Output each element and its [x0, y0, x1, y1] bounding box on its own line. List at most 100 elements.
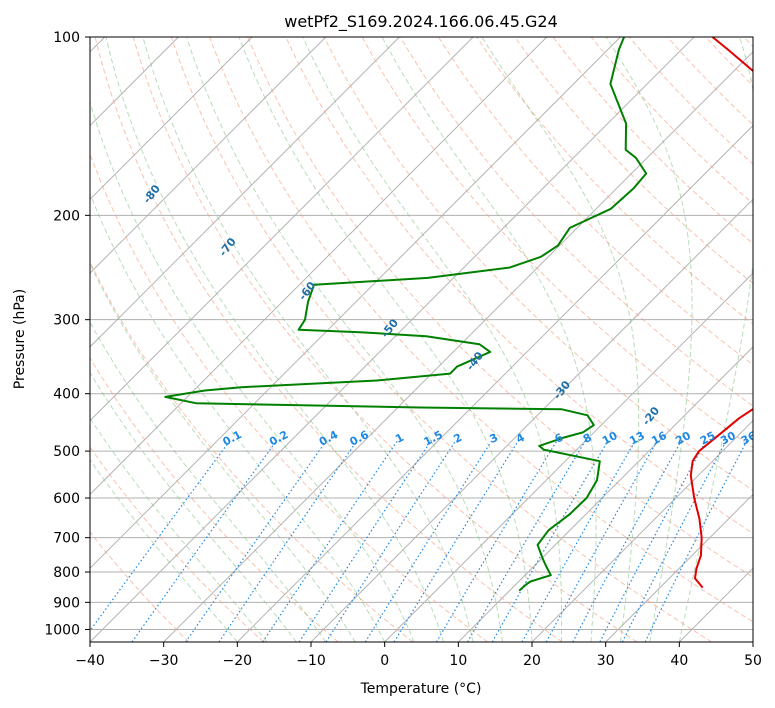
- isotherm-line: [531, 419, 753, 642]
- moist-adiabats: [90, 37, 753, 642]
- dry-adiabats: [90, 37, 753, 642]
- y-axis-ticks: 100 200 300 400 500 600 700 800 900 1000: [44, 30, 90, 638]
- moist-adiabat-line: [90, 262, 356, 642]
- x-tick-label: 20: [523, 653, 541, 669]
- dry-adiabat-line: [590, 37, 753, 205]
- y-tick-label: 600: [53, 491, 80, 507]
- skewed-isotherms: [90, 37, 753, 642]
- isotherm-line: [457, 346, 753, 642]
- y-tick-label: 700: [53, 531, 80, 547]
- y-tick-label: 800: [53, 565, 80, 581]
- mixing-ratio-line: [262, 439, 399, 642]
- moist-adiabat-line: [90, 192, 386, 642]
- isotherm-line: [605, 493, 753, 642]
- mixing-ratio-label: 36: [739, 429, 759, 448]
- mixing-ratio-line: [185, 439, 328, 642]
- x-axis-ticks: −40 −30 −20 −10 0 10 20 30 40 50: [75, 642, 762, 669]
- dry-adiabat-line: [285, 37, 753, 534]
- mixing-ratio-line: [599, 440, 707, 642]
- dry-adiabat-line: [399, 37, 753, 407]
- x-tick-label: 0: [380, 653, 389, 669]
- moist-adiabat-line: [186, 37, 503, 642]
- x-tick-label: 40: [670, 653, 688, 669]
- isotherm-line: [90, 37, 695, 642]
- dry-adiabat-line: [90, 531, 190, 642]
- dry-adiabat-line: [90, 356, 339, 642]
- dry-adiabat-line: [476, 37, 753, 325]
- y-tick-label: 1000: [44, 622, 80, 638]
- mixing-ratio-line: [393, 439, 520, 642]
- isotherm-line: [90, 37, 474, 422]
- isotherm-line: [90, 37, 548, 496]
- isotherm-line: [236, 124, 753, 642]
- isotherm-line: [90, 37, 621, 569]
- pressure-gridlines: [90, 37, 753, 630]
- mixing-ratio-label: 30: [718, 429, 738, 448]
- mixing-ratio-label: 13: [627, 429, 647, 448]
- profile-series: [164, 37, 753, 592]
- moist-adiabat-line: [90, 459, 238, 642]
- dry-adiabat-line: [209, 37, 753, 623]
- mixing-ratio-line: [466, 439, 587, 642]
- mixing-ratio-line: [521, 439, 637, 642]
- mixing-ratio-line: [131, 439, 278, 642]
- plot-frame: [89, 36, 754, 643]
- dry-adiabat-line: [132, 37, 638, 642]
- dry-adiabat-line: [247, 37, 753, 578]
- moist-adiabat-line: [238, 37, 533, 642]
- profile-line: [164, 37, 648, 592]
- moist-adiabat-line: [90, 417, 268, 642]
- y-tick-label: 200: [53, 208, 80, 224]
- x-tick-label: 10: [449, 653, 467, 669]
- dry-adiabat-line: [94, 37, 563, 642]
- isotherm-line: [384, 272, 753, 642]
- mixing-ratio-label: 20: [673, 429, 693, 448]
- mixing-ratio-label: 10: [600, 429, 620, 448]
- y-tick-label: 500: [53, 444, 80, 460]
- mixing-ratio-label: 25: [698, 429, 718, 448]
- isotherm-line: [90, 37, 327, 274]
- isotherm-line: [90, 37, 253, 201]
- isotherm-line: [90, 37, 400, 348]
- y-tick-label: 300: [53, 313, 80, 329]
- dry-adiabat-line: [170, 37, 712, 642]
- mixing-ratio-line: [435, 439, 558, 642]
- isotherm-line: [163, 51, 753, 642]
- moist-adiabat-line: [605, 37, 693, 642]
- moist-adiabat-line: [105, 37, 445, 642]
- dry-adiabat-line: [323, 37, 753, 491]
- x-axis-title: Temperature (°C): [360, 681, 482, 697]
- x-tick-label: −30: [149, 653, 179, 669]
- x-tick-label: 50: [744, 653, 762, 669]
- mixing-ratio-line: [621, 440, 728, 642]
- y-tick-label: 100: [53, 30, 80, 46]
- moist-adiabat-line: [481, 37, 640, 642]
- mixing-ratio-line: [90, 439, 231, 632]
- dry-adiabat-line: [552, 37, 753, 245]
- y-tick-label: 400: [53, 387, 80, 403]
- mixing-ratio-label: 16: [649, 429, 669, 448]
- x-tick-label: −40: [75, 653, 105, 669]
- y-axis-title: Pressure (hPa): [12, 289, 28, 389]
- x-tick-label: −20: [223, 653, 253, 669]
- x-tick-label: 30: [597, 653, 615, 669]
- y-tick-label: 900: [53, 595, 80, 611]
- x-tick-label: −10: [296, 653, 326, 669]
- moist-adiabat-line: [90, 321, 327, 642]
- dry-adiabat-line: [438, 37, 753, 366]
- moist-adiabat-line: [142, 37, 474, 642]
- moist-adiabat-line: [381, 37, 597, 642]
- moist-adiabat-line: [678, 37, 753, 642]
- mixing-ratio-line: [644, 440, 748, 642]
- dry-adiabat-line: [90, 260, 414, 642]
- profile-line: [689, 37, 753, 589]
- mixing-ratio-line: [218, 439, 358, 642]
- moist-adiabat-line: [302, 37, 563, 642]
- mixing-ratio-line: [298, 439, 432, 642]
- mixing-ratio-lines: [90, 439, 748, 642]
- chart-title: wetPf2_S169.2024.166.06.45.G24: [284, 12, 558, 32]
- dry-adiabat-line: [361, 37, 753, 449]
